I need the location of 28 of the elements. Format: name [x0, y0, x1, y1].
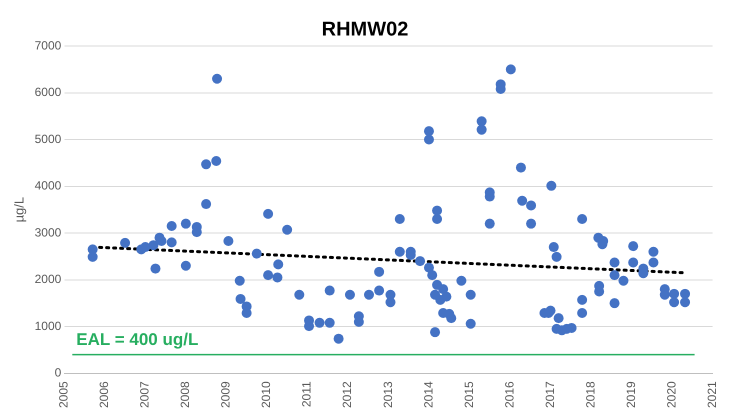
y-axis-title: µg/L	[11, 196, 26, 222]
ref-line-label: EAL = 400 ug/L	[76, 330, 198, 349]
y-tick-label: 7000	[34, 38, 62, 52]
y-tick-label: 6000	[34, 85, 62, 100]
x-tick-label: 2005	[56, 380, 71, 408]
x-tick-label: 2009	[218, 380, 233, 408]
x-tick-label: 2011	[300, 380, 314, 408]
x-tick-label: 2008	[178, 380, 192, 408]
x-tick-label: 2007	[138, 380, 152, 408]
y-tick-label: 3000	[34, 225, 62, 240]
x-tick-label: 2014	[421, 380, 436, 408]
x-tick-label: 2020	[664, 380, 678, 408]
x-tick-label: 2010	[259, 380, 274, 408]
x-tick-label: 2015	[462, 380, 476, 408]
x-tick-label: 2019	[624, 380, 638, 408]
x-tick-label: 2012	[340, 380, 354, 408]
x-tick-label: 2018	[583, 380, 598, 408]
x-tick-label: 2021	[704, 380, 719, 408]
chart-title: RHMW02	[322, 18, 408, 41]
y-tick-label: 1000	[34, 318, 62, 333]
y-tick-label: 0	[54, 366, 62, 380]
y-tick-label: 4000	[34, 178, 62, 193]
x-tick-label: 2017	[542, 380, 557, 408]
y-tick-label: 5000	[34, 132, 62, 146]
x-tick-label: 2016	[502, 380, 516, 408]
y-tick-label: 2000	[34, 272, 62, 286]
x-tick-label: 2013	[380, 380, 395, 408]
x-tick-label: 2006	[97, 380, 112, 408]
